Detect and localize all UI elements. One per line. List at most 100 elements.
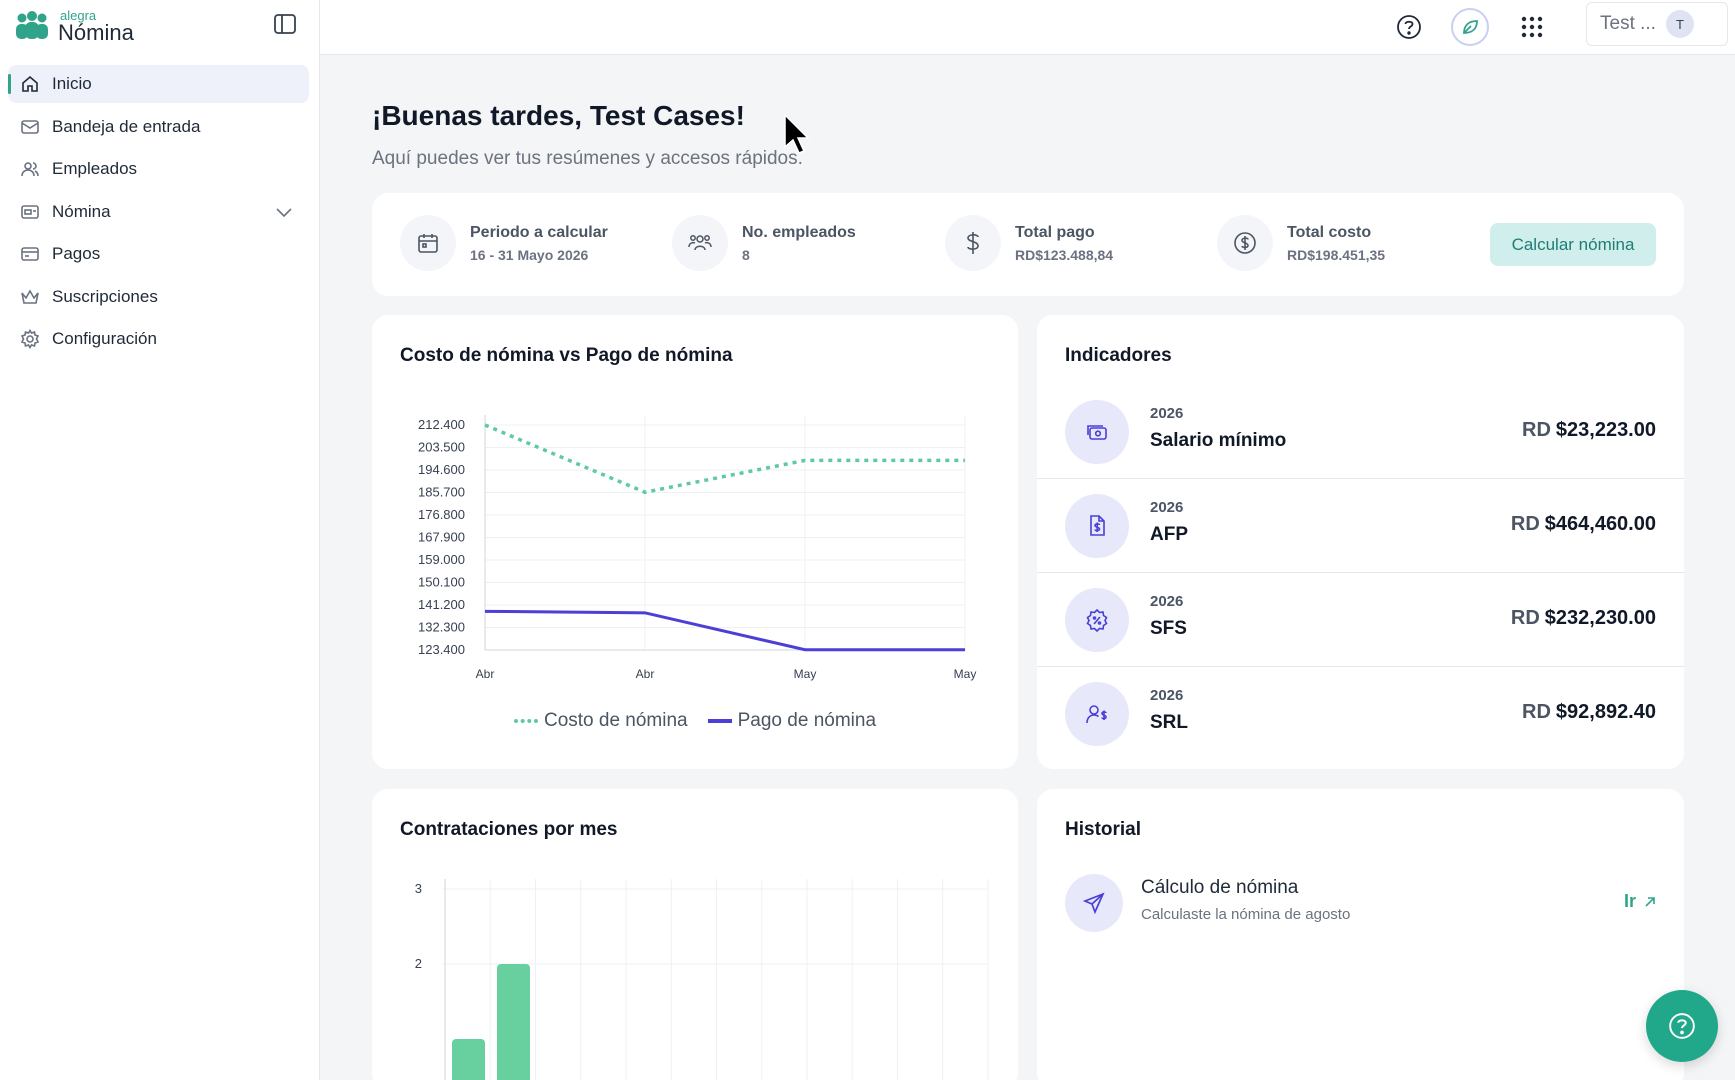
sidebar: alegra Nómina Inicio Bandeja de entrada … bbox=[0, 0, 320, 1080]
dollar-circle-icon bbox=[1217, 215, 1273, 271]
sidebar-item-label: Empleados bbox=[52, 159, 138, 178]
y-tick-label: 3 bbox=[415, 881, 422, 896]
page-subtitle: Aquí puedes ver tus resúmenes y accesos … bbox=[372, 148, 803, 169]
document-money-icon bbox=[1065, 494, 1129, 558]
logo-brand: alegra bbox=[60, 7, 97, 23]
indicator-amount: RD $23,223.00 bbox=[1522, 419, 1656, 442]
dollar-icon bbox=[945, 215, 1001, 271]
wallet-icon bbox=[21, 247, 39, 261]
indicator-year: 2026 bbox=[1150, 687, 1184, 704]
sidebar-item-label: Inicio bbox=[52, 74, 92, 93]
y-tick-label: 2 bbox=[415, 956, 422, 971]
percent-badge-icon bbox=[1065, 588, 1129, 652]
legend-item-pay[interactable]: Pago de nómina bbox=[707, 710, 876, 732]
calculate-payroll-button[interactable]: Calcular nómina bbox=[1490, 223, 1656, 266]
indicators-card: Indicadores 2026 Salario mínimo RD $23,22… bbox=[1037, 315, 1684, 769]
indicator-value: $23,223.00 bbox=[1555, 419, 1656, 441]
sidebar-item-empleados[interactable]: Empleados bbox=[8, 150, 309, 188]
y-tick-label: 167.900 bbox=[418, 530, 465, 545]
payroll-icon bbox=[21, 204, 39, 219]
chart-title: Contrataciones por mes bbox=[400, 819, 618, 840]
history-item-title: Cálculo de nómina bbox=[1141, 877, 1299, 898]
sidebar-item-label: Configuración bbox=[52, 329, 157, 348]
user-name: Test ... bbox=[1600, 13, 1656, 34]
indicator-name: SRL bbox=[1150, 712, 1188, 733]
people-logo-icon bbox=[16, 11, 48, 39]
stat-total-pay: Total pago RD$123.488,84 bbox=[945, 215, 1113, 271]
sidebar-panel-icon bbox=[274, 14, 296, 34]
indicator-year: 2026 bbox=[1150, 499, 1184, 516]
legend-swatch-solid bbox=[707, 719, 732, 723]
indicator-row: 2026 AFP RD $464,460.00 bbox=[1037, 479, 1684, 573]
sidebar-item-inicio[interactable]: Inicio bbox=[8, 65, 309, 103]
indicator-name: Salario mínimo bbox=[1150, 430, 1287, 451]
stat-total-cost: Total costo RD$198.451,35 bbox=[1217, 215, 1385, 271]
indicator-row: 2026 SFS RD $232,230.00 bbox=[1037, 573, 1684, 667]
send-icon bbox=[1065, 874, 1123, 932]
legend-item-cost[interactable]: Costo de nómina bbox=[513, 710, 688, 732]
indicator-value: $92,892.40 bbox=[1555, 701, 1656, 723]
chevron-down-icon[interactable] bbox=[275, 203, 293, 221]
chart-title: Costo de nómina vs Pago de nómina bbox=[400, 345, 733, 366]
question-circle-icon bbox=[1669, 1013, 1695, 1039]
calendar-icon bbox=[400, 215, 456, 271]
y-tick-label: 141.200 bbox=[418, 597, 465, 612]
eco-button[interactable] bbox=[1451, 8, 1489, 46]
hires-bar bbox=[452, 1039, 485, 1080]
sidebar-nav: Inicio Bandeja de entrada Empleados Nómi… bbox=[8, 65, 309, 363]
sidebar-toggle-button[interactable] bbox=[272, 11, 298, 37]
stat-value: 8 bbox=[742, 246, 750, 263]
indicators-title: Indicadores bbox=[1065, 345, 1172, 366]
stat-period: Periodo a calcular 16 - 31 Mayo 2026 bbox=[400, 215, 608, 271]
legend-label: Costo de nómina bbox=[543, 710, 688, 731]
leaf-icon bbox=[1463, 20, 1478, 34]
stat-employees: No. empleados 8 bbox=[672, 215, 856, 271]
history-card: Historial Cálculo de nómina Calculaste l… bbox=[1037, 789, 1684, 1080]
app-logo[interactable]: alegra Nómina bbox=[14, 6, 134, 46]
stat-value: RD$198.451,35 bbox=[1287, 246, 1386, 263]
y-tick-label: 123.400 bbox=[418, 642, 465, 657]
history-link-label: Ir bbox=[1623, 891, 1636, 911]
sidebar-item-suscripciones[interactable]: Suscripciones bbox=[8, 278, 309, 316]
x-tick-label: May bbox=[954, 667, 977, 681]
sidebar-item-configuracion[interactable]: Configuración bbox=[8, 320, 309, 358]
y-tick-label: 150.100 bbox=[418, 575, 465, 590]
avatar: T bbox=[1665, 10, 1694, 38]
series-line-pay bbox=[484, 609, 965, 652]
indicator-currency: RD bbox=[1510, 513, 1540, 535]
indicator-amount: RD $464,460.00 bbox=[1511, 513, 1656, 536]
help-button[interactable] bbox=[1390, 8, 1428, 46]
indicator-row: 2026 SRL RD $92,892.40 bbox=[1037, 667, 1684, 761]
user-money-icon bbox=[1065, 682, 1129, 746]
sidebar-item-label: Bandeja de entrada bbox=[52, 116, 201, 136]
hires-per-month-card: Contrataciones por mes 3 2 bbox=[372, 789, 1018, 1080]
x-tick-label: May bbox=[794, 667, 817, 681]
sidebar-item-pagos[interactable]: Pagos bbox=[8, 235, 309, 273]
y-tick-label: 159.000 bbox=[418, 552, 465, 567]
team-icon bbox=[672, 215, 728, 271]
stat-value: 16 - 31 Mayo 2026 bbox=[470, 246, 589, 263]
user-menu[interactable]: Test ... T bbox=[1586, 2, 1728, 46]
sidebar-item-label: Nómina bbox=[52, 201, 111, 221]
history-go-link[interactable]: Ir bbox=[1624, 891, 1656, 912]
y-tick-label: 185.700 bbox=[418, 485, 465, 500]
indicator-currency: RD bbox=[1522, 701, 1551, 723]
floating-help-button[interactable] bbox=[1646, 990, 1718, 1062]
stat-title: No. empleados bbox=[742, 223, 856, 241]
money-icon bbox=[1065, 400, 1129, 464]
sidebar-item-bandeja[interactable]: Bandeja de entrada bbox=[8, 108, 309, 146]
x-tick-label: Abr bbox=[636, 667, 655, 681]
sidebar-item-label: Pagos bbox=[52, 244, 101, 263]
logo-product: Nómina bbox=[58, 19, 134, 45]
line-chart: 212.400 203.500 194.600 185.700 176.800 167.9… bbox=[418, 415, 977, 681]
users-icon bbox=[21, 162, 39, 177]
apps-button[interactable] bbox=[1513, 8, 1551, 46]
indicator-name: SFS bbox=[1150, 618, 1187, 639]
indicator-value: $232,230.00 bbox=[1544, 607, 1656, 629]
indicator-name: AFP bbox=[1150, 524, 1188, 545]
indicator-amount: RD $92,892.40 bbox=[1522, 701, 1656, 724]
external-arrow-icon bbox=[1645, 896, 1655, 907]
cost-vs-pay-chart-card: Costo de nómina vs Pago de nómina 212.40… bbox=[372, 315, 1018, 769]
mail-icon bbox=[21, 119, 39, 134]
sidebar-item-nomina[interactable]: Nómina bbox=[8, 193, 309, 231]
